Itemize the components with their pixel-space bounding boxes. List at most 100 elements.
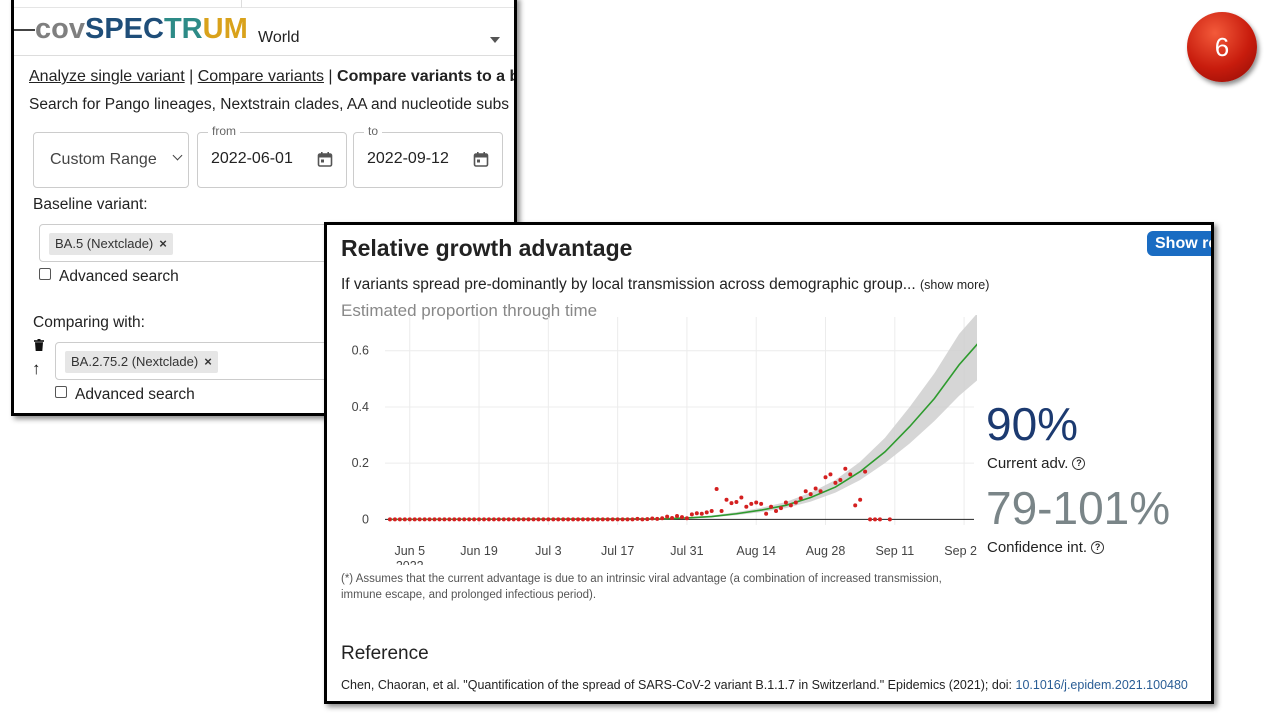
data-point	[620, 517, 625, 522]
data-point	[566, 517, 571, 522]
data-point	[462, 517, 467, 522]
date-range-value: Custom Range	[50, 151, 157, 168]
logo-part-cov: cov	[35, 13, 85, 45]
chip-label: BA.5 (Nextclade)	[55, 236, 154, 251]
data-point	[486, 517, 491, 522]
date-range-select[interactable]: Custom Range	[33, 132, 189, 188]
chip-remove-icon[interactable]: ×	[159, 236, 167, 251]
compare-variants-link[interactable]: Compare variants	[197, 68, 324, 85]
reference-text: Chen, Chaoran, et al. "Quantification of…	[341, 678, 1016, 692]
to-date-value: 2022-09-12	[367, 150, 449, 167]
data-point	[788, 503, 793, 508]
data-point	[407, 517, 412, 522]
reference-heading: Reference	[341, 643, 429, 664]
region-select[interactable]: World	[258, 29, 300, 46]
show-reference-button[interactable]: Show re	[1147, 231, 1211, 256]
help-icon[interactable]: ?	[1091, 541, 1105, 554]
data-point	[397, 517, 402, 522]
data-point	[808, 492, 813, 497]
comparing-advanced-search-checkbox[interactable]	[55, 386, 67, 398]
calendar-icon[interactable]	[317, 151, 333, 167]
logo-dash	[14, 29, 35, 31]
data-point	[412, 517, 417, 522]
trash-icon[interactable]	[34, 339, 44, 351]
data-point	[749, 501, 754, 506]
data-point	[655, 516, 660, 521]
data-point	[516, 517, 521, 522]
data-point	[798, 496, 803, 501]
logo-part-tr: TR	[163, 13, 203, 45]
chip-remove-icon[interactable]: ×	[204, 354, 212, 369]
data-point	[477, 517, 482, 522]
data-point	[818, 489, 823, 494]
x-tick-label: Aug 14	[736, 544, 776, 558]
relative-growth-panel: Relative growth advantage Show re If var…	[324, 222, 1214, 704]
caret-down-icon[interactable]	[490, 37, 500, 43]
comparing-variant-chip: BA.2.75.2 (Nextclade) ×	[65, 351, 218, 373]
data-point	[546, 517, 551, 522]
data-point	[576, 517, 581, 522]
data-point	[472, 517, 477, 522]
from-date-label: from	[208, 124, 240, 138]
arrow-up-icon[interactable]: ↑	[32, 359, 41, 378]
data-point	[437, 517, 442, 522]
data-point	[491, 517, 496, 522]
comparing-with-label: Comparing with:	[33, 314, 145, 331]
data-point	[650, 516, 655, 521]
data-point	[724, 497, 729, 502]
data-point	[521, 517, 526, 522]
data-point	[561, 517, 566, 522]
data-point	[694, 511, 699, 516]
data-point	[387, 517, 392, 522]
comparing-advanced-search-label: Advanced search	[75, 386, 195, 403]
show-more-link[interactable]: (show more)	[919, 278, 990, 292]
help-icon[interactable]: ?	[1072, 457, 1086, 470]
data-point	[714, 487, 719, 492]
data-point	[625, 517, 630, 522]
search-hint: Search for Pango lineages, Nextstrain cl…	[29, 96, 509, 113]
data-point	[422, 517, 427, 522]
data-point	[709, 508, 714, 513]
calendar-icon[interactable]	[473, 151, 489, 167]
compare-to-baseline-link[interactable]: Compare variants to a ba	[337, 68, 517, 85]
data-point	[640, 517, 645, 522]
growth-description: If variants spread pre-dominantly by loc…	[341, 276, 989, 294]
chevron-down-icon	[172, 150, 183, 161]
data-point	[729, 501, 734, 506]
data-point	[467, 517, 472, 522]
from-date-field[interactable]: from 2022-06-01	[197, 124, 347, 188]
data-point	[689, 512, 694, 517]
data-point	[858, 497, 863, 502]
y-tick-label: 0	[362, 512, 369, 526]
data-point	[719, 508, 724, 513]
data-point	[630, 517, 635, 522]
reference-doi-link[interactable]: 10.1016/j.epidem.2021.100480	[1015, 678, 1188, 692]
header-separator	[241, 0, 242, 8]
x-tick-sublabel: 2022	[396, 559, 424, 565]
data-point	[615, 517, 620, 522]
data-point	[605, 517, 610, 522]
data-point	[734, 499, 739, 504]
data-point	[511, 517, 516, 522]
current-advantage-value: 90%	[986, 398, 1079, 450]
data-point	[774, 508, 779, 513]
data-point	[744, 504, 749, 509]
data-point	[457, 517, 462, 522]
confidence-interval-label-row: Confidence int.?	[987, 539, 1105, 556]
logo-part-spec: SPEC	[84, 13, 164, 45]
baseline-advanced-search-checkbox[interactable]	[39, 268, 51, 280]
data-point	[868, 517, 873, 522]
covspectrum-logo[interactable]: covSPECTRUM	[14, 13, 248, 46]
nav-separator: |	[323, 68, 338, 85]
baseline-variant-chip: BA.5 (Nextclade) ×	[49, 233, 173, 255]
description-text: If variants spread pre-dominantly by loc…	[341, 276, 916, 293]
to-date-field[interactable]: to 2022-09-12	[353, 124, 503, 188]
data-point	[704, 510, 709, 515]
analyze-single-variant-link[interactable]: Analyze single variant	[29, 68, 185, 85]
data-point	[793, 500, 798, 505]
data-point	[392, 517, 397, 522]
data-point	[541, 517, 546, 522]
slide-number-badge: 6	[1187, 12, 1257, 82]
from-date-value: 2022-06-01	[211, 150, 293, 167]
header-divider	[14, 7, 514, 8]
